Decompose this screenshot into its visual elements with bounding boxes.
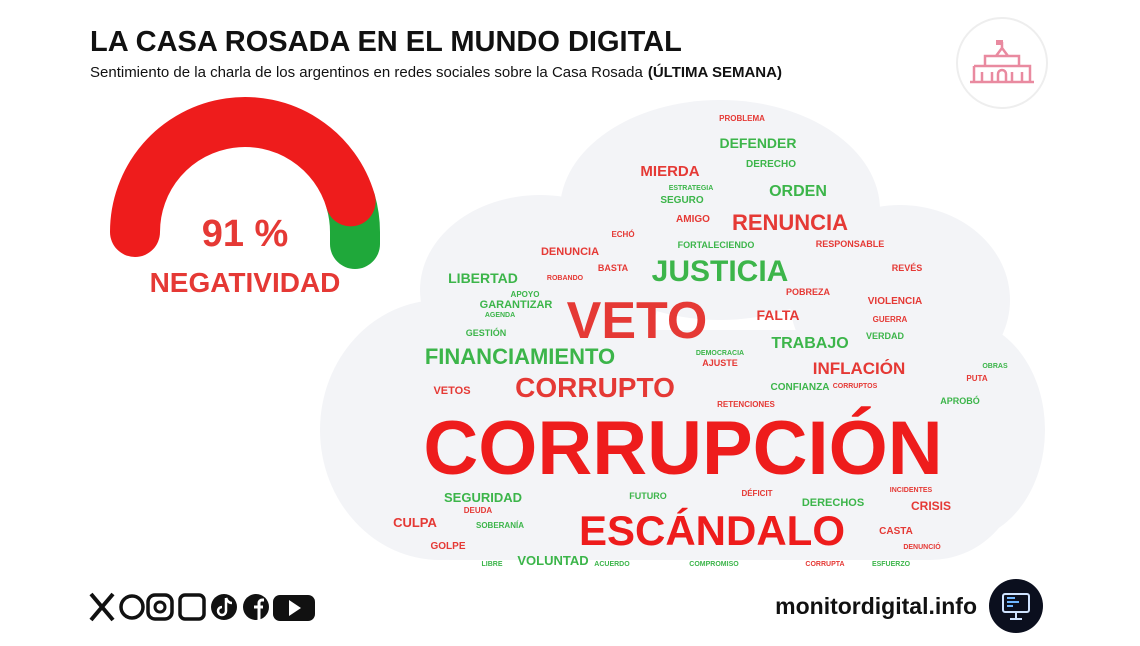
cloud-word: VOLUNTAD (517, 553, 588, 568)
cloud-word: ACUERDO (594, 561, 630, 568)
cloud-word: TRABAJO (771, 335, 848, 352)
cloud-word: GESTIÓN (466, 327, 507, 338)
site-url: monitordigital.info (775, 593, 977, 619)
cloud-word: RENUNCIA (732, 210, 848, 235)
subtitle: Sentimiento de la charla de los argentin… (90, 63, 782, 81)
cloud-word: ROBANDO (547, 275, 584, 282)
cloud-word: AJUSTE (702, 358, 738, 368)
cloud-word: GARANTIZAR (480, 299, 553, 311)
cloud-word: CORRUPTO (515, 372, 675, 403)
cloud-word: CASTA (879, 526, 913, 537)
cloud-word: COMPROMISO (689, 561, 739, 568)
cloud-word: FINANCIAMIENTO (425, 344, 615, 369)
cloud-word: APROBÓ (940, 395, 980, 406)
cloud-word: DENUNCIA (541, 246, 599, 258)
cloud-word: DEMOCRACIA (696, 350, 744, 357)
cloud-word: PROBLEMA (719, 114, 765, 123)
cloud-word: BASTA (598, 263, 629, 273)
cloud-word: CRISIS (911, 499, 951, 513)
cloud-word: VETOS (433, 385, 470, 397)
cloud-word: GUERRA (873, 315, 908, 324)
cloud-word: JUSTICIA (652, 255, 789, 288)
subtitle-bold: (ÚLTIMA SEMANA) (648, 63, 782, 81)
cloud-word: LIBRE (482, 561, 503, 568)
gauge-caption: NEGATIVIDAD (150, 267, 341, 298)
cloud-word: ESTRATEGIA (669, 185, 714, 192)
cloud-word: SEGURIDAD (444, 490, 522, 505)
cloud-word: DENUNCIÓ (903, 542, 941, 551)
cloud-word: GOLPE (430, 541, 465, 552)
words: PROBLEMA DEFENDER DERECHO MIERDA ORDEN SEGURO… (393, 114, 1008, 568)
cloud-word: INCIDENTES (890, 487, 933, 494)
cloud-word: AGENDA (485, 312, 515, 319)
word-cloud-shape (320, 100, 1045, 560)
cloud-word: ESFUERZO (872, 561, 911, 568)
cloud-word: VIOLENCIA (868, 296, 922, 307)
cloud-word: SEGURO (660, 195, 704, 206)
cloud-word: CORRUPTOS (833, 383, 878, 390)
cloud-word: POBREZA (786, 287, 831, 297)
cloud-word: DERECHOS (802, 497, 864, 509)
cloud-word: VERDAD (866, 331, 905, 341)
cloud-word: PUTA (966, 374, 987, 383)
cloud-word: CORRUPTA (805, 561, 844, 568)
cloud-word: DEFENDER (719, 135, 796, 151)
cloud-word: DERECHO (746, 159, 796, 170)
cloud-word: INFLACIÓN (813, 359, 906, 378)
cloud-word: REVÉS (892, 263, 923, 273)
cloud-word: RETENCIONES (717, 400, 775, 409)
subtitle-text: Sentimiento de la charla de los argentin… (90, 64, 643, 81)
cloud-word: CONFIANZA (771, 382, 830, 393)
cloud-word: FORTALECIENDO (678, 240, 755, 250)
logo (956, 17, 1048, 109)
social-icons (89, 592, 315, 622)
cloud-word: APOYO (511, 290, 540, 299)
cloud-word: FALTA (756, 307, 799, 323)
cloud-word: RESPONSABLE (816, 239, 885, 249)
title: LA CASA ROSADA EN EL MUNDO DIGITAL (90, 26, 682, 58)
cloud-word: ECHÓ (611, 230, 634, 239)
gauge-value (110, 97, 376, 257)
cloud-word: AMIGO (676, 214, 710, 225)
cloud-word: ESCÁNDALO (579, 507, 845, 554)
cloud-word: VETO (567, 292, 708, 350)
cloud-word: FUTURO (629, 491, 667, 501)
cloud-word: OBRAS (982, 363, 1008, 370)
cloud-word: CORRUPCIÓN (423, 406, 942, 491)
cloud-word: DEUDA (464, 506, 493, 515)
site-logo (989, 579, 1043, 633)
cloud-word: MIERDA (640, 163, 699, 180)
cloud-word: DÉFICIT (741, 489, 772, 498)
gauge-value-label: 91 % (202, 213, 289, 255)
cloud-word: CULPA (393, 515, 437, 530)
cloud-word: SOBERANÍA (476, 521, 524, 530)
cloud-word: ORDEN (769, 183, 827, 200)
gauge (110, 97, 380, 269)
cloud-word: LIBERTAD (448, 270, 518, 286)
